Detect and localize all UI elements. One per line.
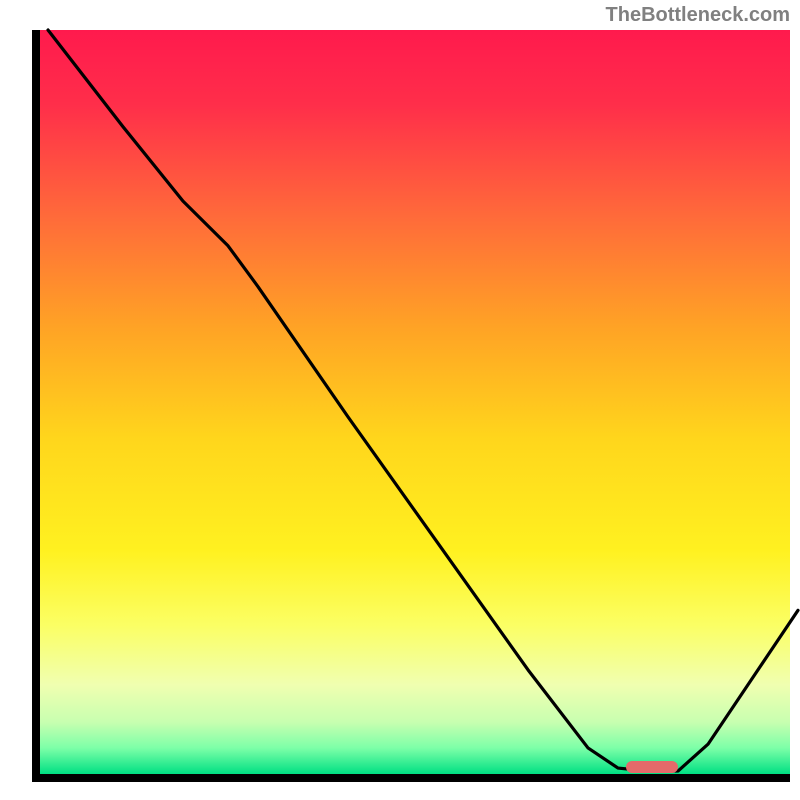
- frame: TheBottleneck.com: [0, 0, 800, 800]
- optimal-marker-pill: [626, 761, 679, 773]
- watermark-text: TheBottleneck.com: [606, 4, 790, 27]
- curve-svg: [48, 30, 798, 774]
- plot-area: [32, 30, 790, 782]
- bottleneck-curve: [48, 30, 798, 771]
